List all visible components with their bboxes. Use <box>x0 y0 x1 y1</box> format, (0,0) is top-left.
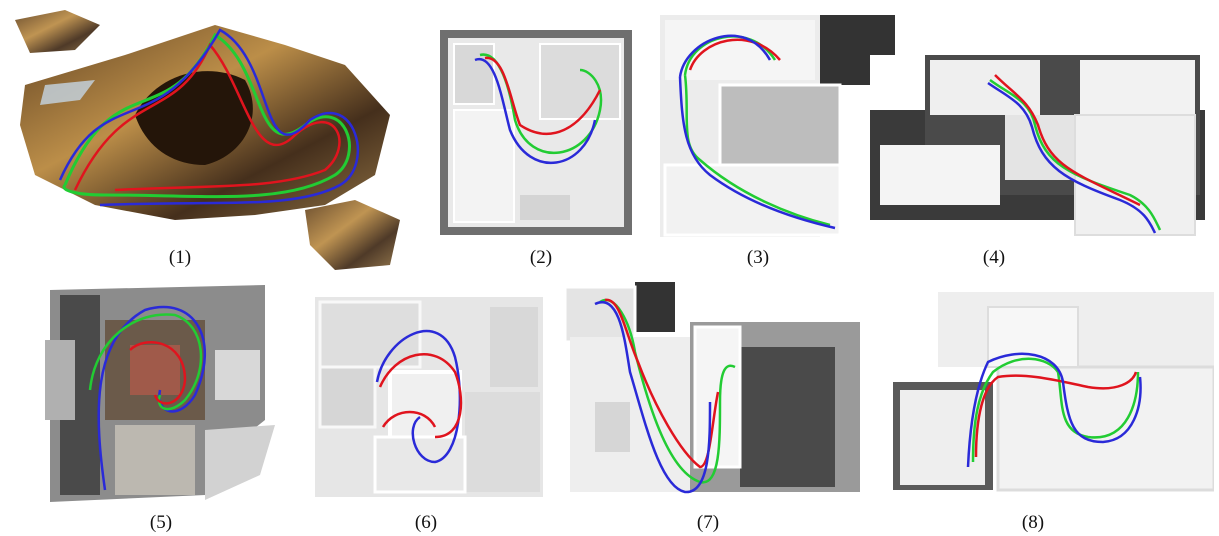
caption-8: (8) <box>1021 512 1045 533</box>
floorplan-2 <box>440 30 632 235</box>
panel-6-floorplan <box>315 297 543 497</box>
floorplan-6 <box>315 297 543 497</box>
panel-1-pointcloud <box>5 5 410 275</box>
caption-5: (5) <box>149 512 173 533</box>
panel-2-floorplan <box>440 30 632 235</box>
floorplan-3 <box>660 15 895 237</box>
caption-1: (1) <box>168 247 192 268</box>
floorplan-4 <box>870 55 1215 250</box>
panel-8-floorplan <box>888 292 1214 492</box>
caption-6: (6) <box>414 512 438 533</box>
caption-7: (7) <box>696 512 720 533</box>
panel-3-floorplan <box>660 15 895 237</box>
floorplan-8 <box>888 292 1214 492</box>
aerial-scene <box>35 280 275 505</box>
floorplan-7 <box>560 282 860 497</box>
caption-4: (4) <box>982 247 1006 268</box>
caption-3: (3) <box>746 247 770 268</box>
panel-4-floorplan <box>870 55 1215 250</box>
panel-7-floorplan <box>560 282 860 497</box>
panel-5-aerial <box>35 280 275 505</box>
caption-2: (2) <box>529 247 553 268</box>
pointcloud-scene <box>15 10 400 270</box>
